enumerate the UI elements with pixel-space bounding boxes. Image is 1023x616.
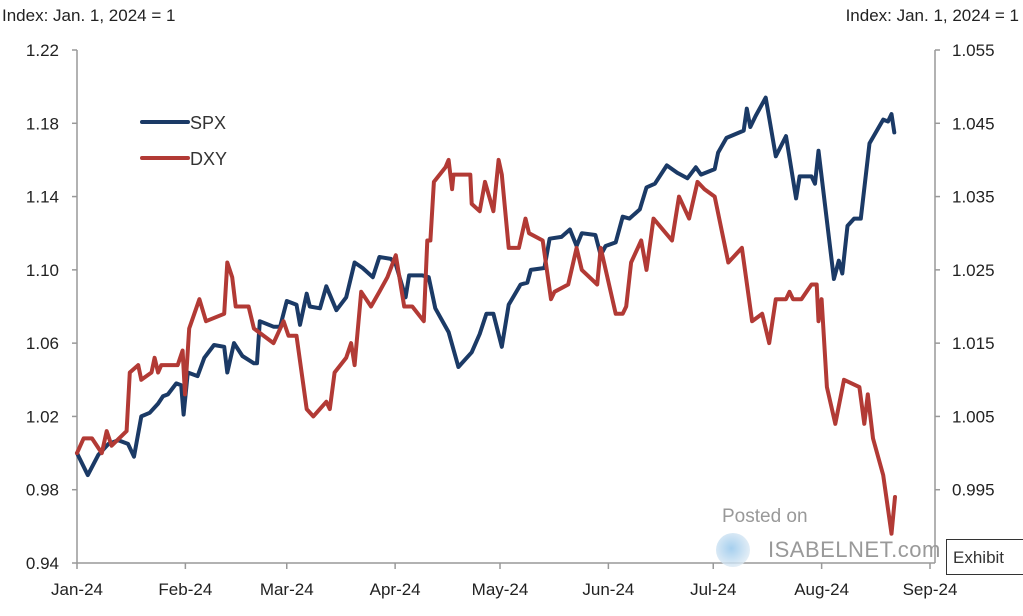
x-tick-label: Sep-24 (903, 580, 958, 599)
right-tick-label: 1.045 (952, 114, 995, 133)
left-tick-label: 0.98 (26, 481, 59, 500)
right-tick-label: 1.005 (952, 407, 995, 426)
x-tick-label: Aug-24 (794, 580, 849, 599)
left-tick-label: 1.14 (26, 188, 59, 207)
exhibit-button[interactable]: Exhibit (946, 539, 1023, 575)
x-tick-label: May-24 (472, 580, 529, 599)
right-axis-title: Index: Jan. 1, 2024 = 1 (845, 6, 1019, 25)
left-tick-label: 1.10 (26, 261, 59, 280)
x-tick-label: Jul-24 (690, 580, 736, 599)
x-tick-label: Jan-24 (51, 580, 103, 599)
right-tick-label: 1.055 (952, 41, 995, 60)
legend-label-spx: SPX (190, 113, 226, 133)
left-tick-label: 1.22 (26, 41, 59, 60)
right-tick-label: 1.025 (952, 261, 995, 280)
x-tick-label: Mar-24 (260, 580, 314, 599)
right-tick-label: 1.035 (952, 188, 995, 207)
right-tick-label: 0.995 (952, 481, 995, 500)
x-tick-label: Apr-24 (370, 580, 421, 599)
right-tick-label: 1.015 (952, 334, 995, 353)
left-tick-label: 0.94 (26, 554, 59, 573)
left-tick-label: 1.06 (26, 334, 59, 353)
left-tick-label: 1.18 (26, 114, 59, 133)
watermark-posted-on: Posted on (722, 506, 808, 527)
watermark-site: ISABELNET.com (768, 537, 941, 562)
left-tick-label: 1.02 (26, 407, 59, 426)
series-line-spx (75, 95, 897, 478)
legend-label-dxy: DXY (190, 149, 227, 169)
series-line-dxy (75, 157, 897, 536)
globe-logo-icon (716, 533, 750, 567)
left-axis-title: Index: Jan. 1, 2024 = 1 (2, 6, 176, 25)
x-tick-label: Jun-24 (582, 580, 634, 599)
x-tick-label: Feb-24 (158, 580, 212, 599)
